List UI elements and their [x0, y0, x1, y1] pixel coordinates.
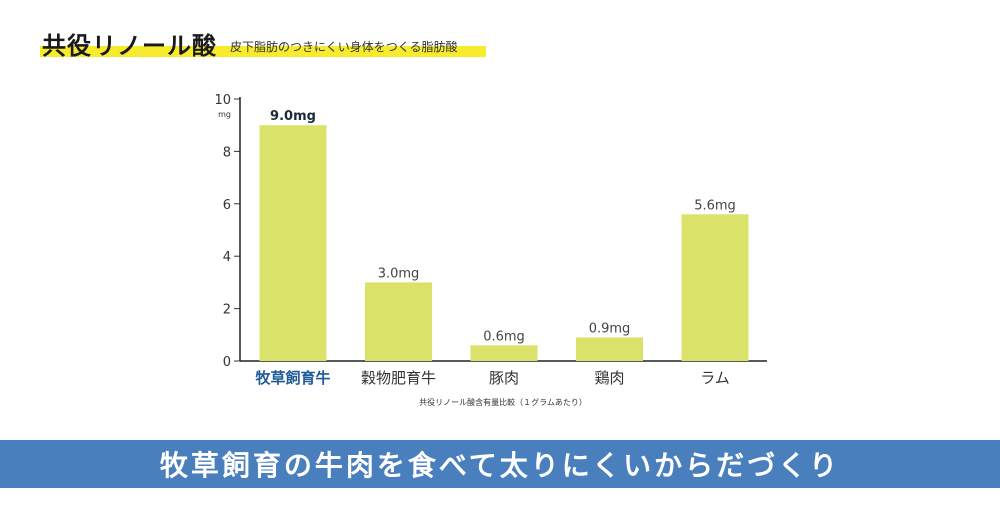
chart-title: 共役リノール酸	[42, 32, 217, 60]
title-highlight-bar	[40, 46, 486, 57]
x-axis-caption: 共役リノール酸含有量比較（１グラムあたり）	[419, 397, 587, 407]
banner-text: 牧草飼育の牛肉を食べて太りにくいからだづくり	[159, 449, 841, 482]
bar	[365, 282, 432, 361]
chart-subtitle: 皮下脂肪のつきにくい身体をつくる脂肪酸	[230, 40, 458, 54]
chart-header: 共役リノール酸 皮下脂肪のつきにくい身体をつくる脂肪酸	[38, 22, 488, 62]
category-label: 鶏肉	[594, 369, 624, 387]
category-label: 牧草飼育牛	[255, 369, 330, 387]
bar-value-label: 3.0mg	[378, 266, 420, 281]
bar-value-label: 0.9mg	[589, 321, 631, 336]
bar-value-label: 9.0mg	[270, 109, 316, 124]
y-tick-label: 2	[223, 303, 231, 318]
bar	[576, 337, 643, 361]
category-label: 豚肉	[489, 369, 519, 387]
category-label: ラム	[700, 369, 730, 387]
y-tick-label: 8	[223, 145, 231, 160]
y-tick-label: 0	[223, 355, 231, 370]
y-tick-label: 10	[214, 93, 231, 108]
bottom-banner: 牧草飼育の牛肉を食べて太りにくいからだづくり	[0, 440, 1000, 488]
bar-value-label: 5.6mg	[694, 198, 736, 213]
bar	[259, 125, 327, 361]
y-tick-label: 6	[223, 198, 231, 213]
bar	[681, 214, 749, 361]
y-tick-label: 4	[223, 250, 231, 265]
bar-value-label: 0.6mg	[483, 329, 525, 344]
bar-chart: 0 2 4 6 8 10 mg 9.0mg 牧草飼育牛 3.0mg 穀物肥育牛 0.6mg 豚肉 0.9m…	[214, 93, 767, 407]
y-axis-unit: mg	[218, 110, 231, 119]
category-label: 穀物肥育牛	[361, 369, 436, 387]
bar	[470, 345, 538, 361]
